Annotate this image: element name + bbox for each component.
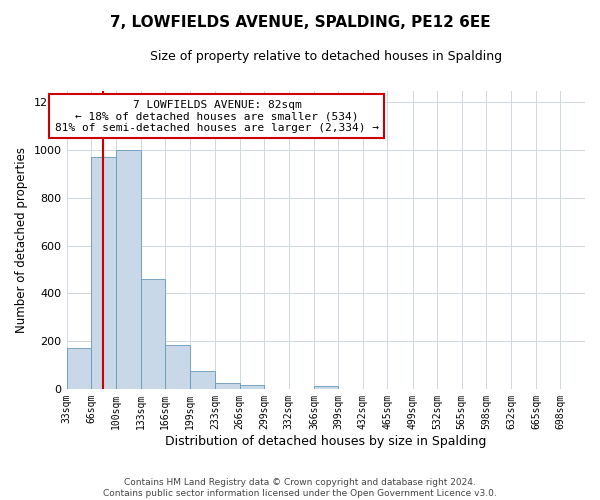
Bar	[190, 371, 215, 389]
Bar	[116, 150, 141, 389]
Bar	[215, 383, 239, 389]
Bar	[141, 279, 166, 389]
Bar	[91, 158, 116, 389]
Bar	[314, 386, 338, 389]
X-axis label: Distribution of detached houses by size in Spalding: Distribution of detached houses by size …	[165, 434, 487, 448]
Title: Size of property relative to detached houses in Spalding: Size of property relative to detached ho…	[150, 50, 502, 63]
Text: 7 LOWFIELDS AVENUE: 82sqm
← 18% of detached houses are smaller (534)
81% of semi: 7 LOWFIELDS AVENUE: 82sqm ← 18% of detac…	[55, 100, 379, 132]
Bar	[67, 348, 91, 389]
Text: 7, LOWFIELDS AVENUE, SPALDING, PE12 6EE: 7, LOWFIELDS AVENUE, SPALDING, PE12 6EE	[110, 15, 490, 30]
Y-axis label: Number of detached properties: Number of detached properties	[15, 146, 28, 332]
Bar	[166, 344, 190, 389]
Text: Contains HM Land Registry data © Crown copyright and database right 2024.
Contai: Contains HM Land Registry data © Crown c…	[103, 478, 497, 498]
Bar	[239, 386, 264, 389]
